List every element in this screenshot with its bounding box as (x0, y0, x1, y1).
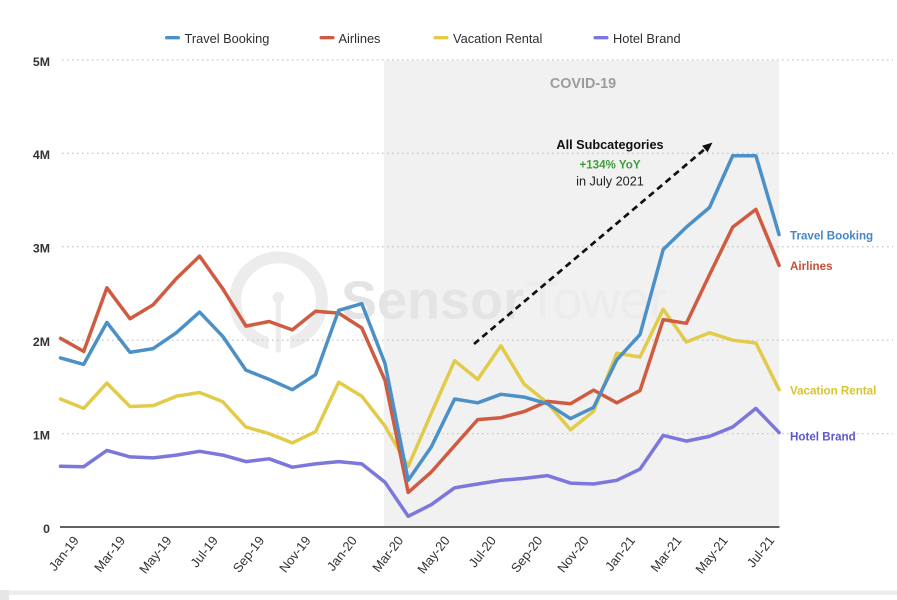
svg-text:Airlines: Airlines (790, 260, 833, 273)
svg-text:0: 0 (43, 522, 50, 536)
svg-text:Airlines: Airlines (339, 31, 381, 46)
svg-text:Tower: Tower (526, 271, 667, 331)
svg-text:2M: 2M (33, 335, 50, 349)
svg-text:COVID-19: COVID-19 (550, 76, 616, 92)
svg-text:Hotel Brand: Hotel Brand (790, 431, 856, 444)
svg-text:Sensor: Sensor (341, 271, 524, 331)
svg-text:Hotel Brand: Hotel Brand (613, 31, 681, 46)
svg-text:Vacation Rental: Vacation Rental (790, 385, 876, 398)
svg-text:4M: 4M (33, 148, 50, 162)
svg-text:5M: 5M (33, 55, 50, 69)
svg-text:Travel Booking: Travel Booking (185, 31, 270, 46)
svg-text:3M: 3M (33, 242, 50, 256)
svg-text:+134% YoY: +134% YoY (579, 159, 640, 172)
svg-text:Vacation Rental: Vacation Rental (453, 31, 542, 46)
svg-text:Travel Booking: Travel Booking (790, 230, 873, 243)
svg-text:1M: 1M (33, 429, 50, 443)
svg-text:All Subcategories: All Subcategories (556, 138, 663, 152)
svg-text:in July 2021: in July 2021 (576, 175, 644, 189)
